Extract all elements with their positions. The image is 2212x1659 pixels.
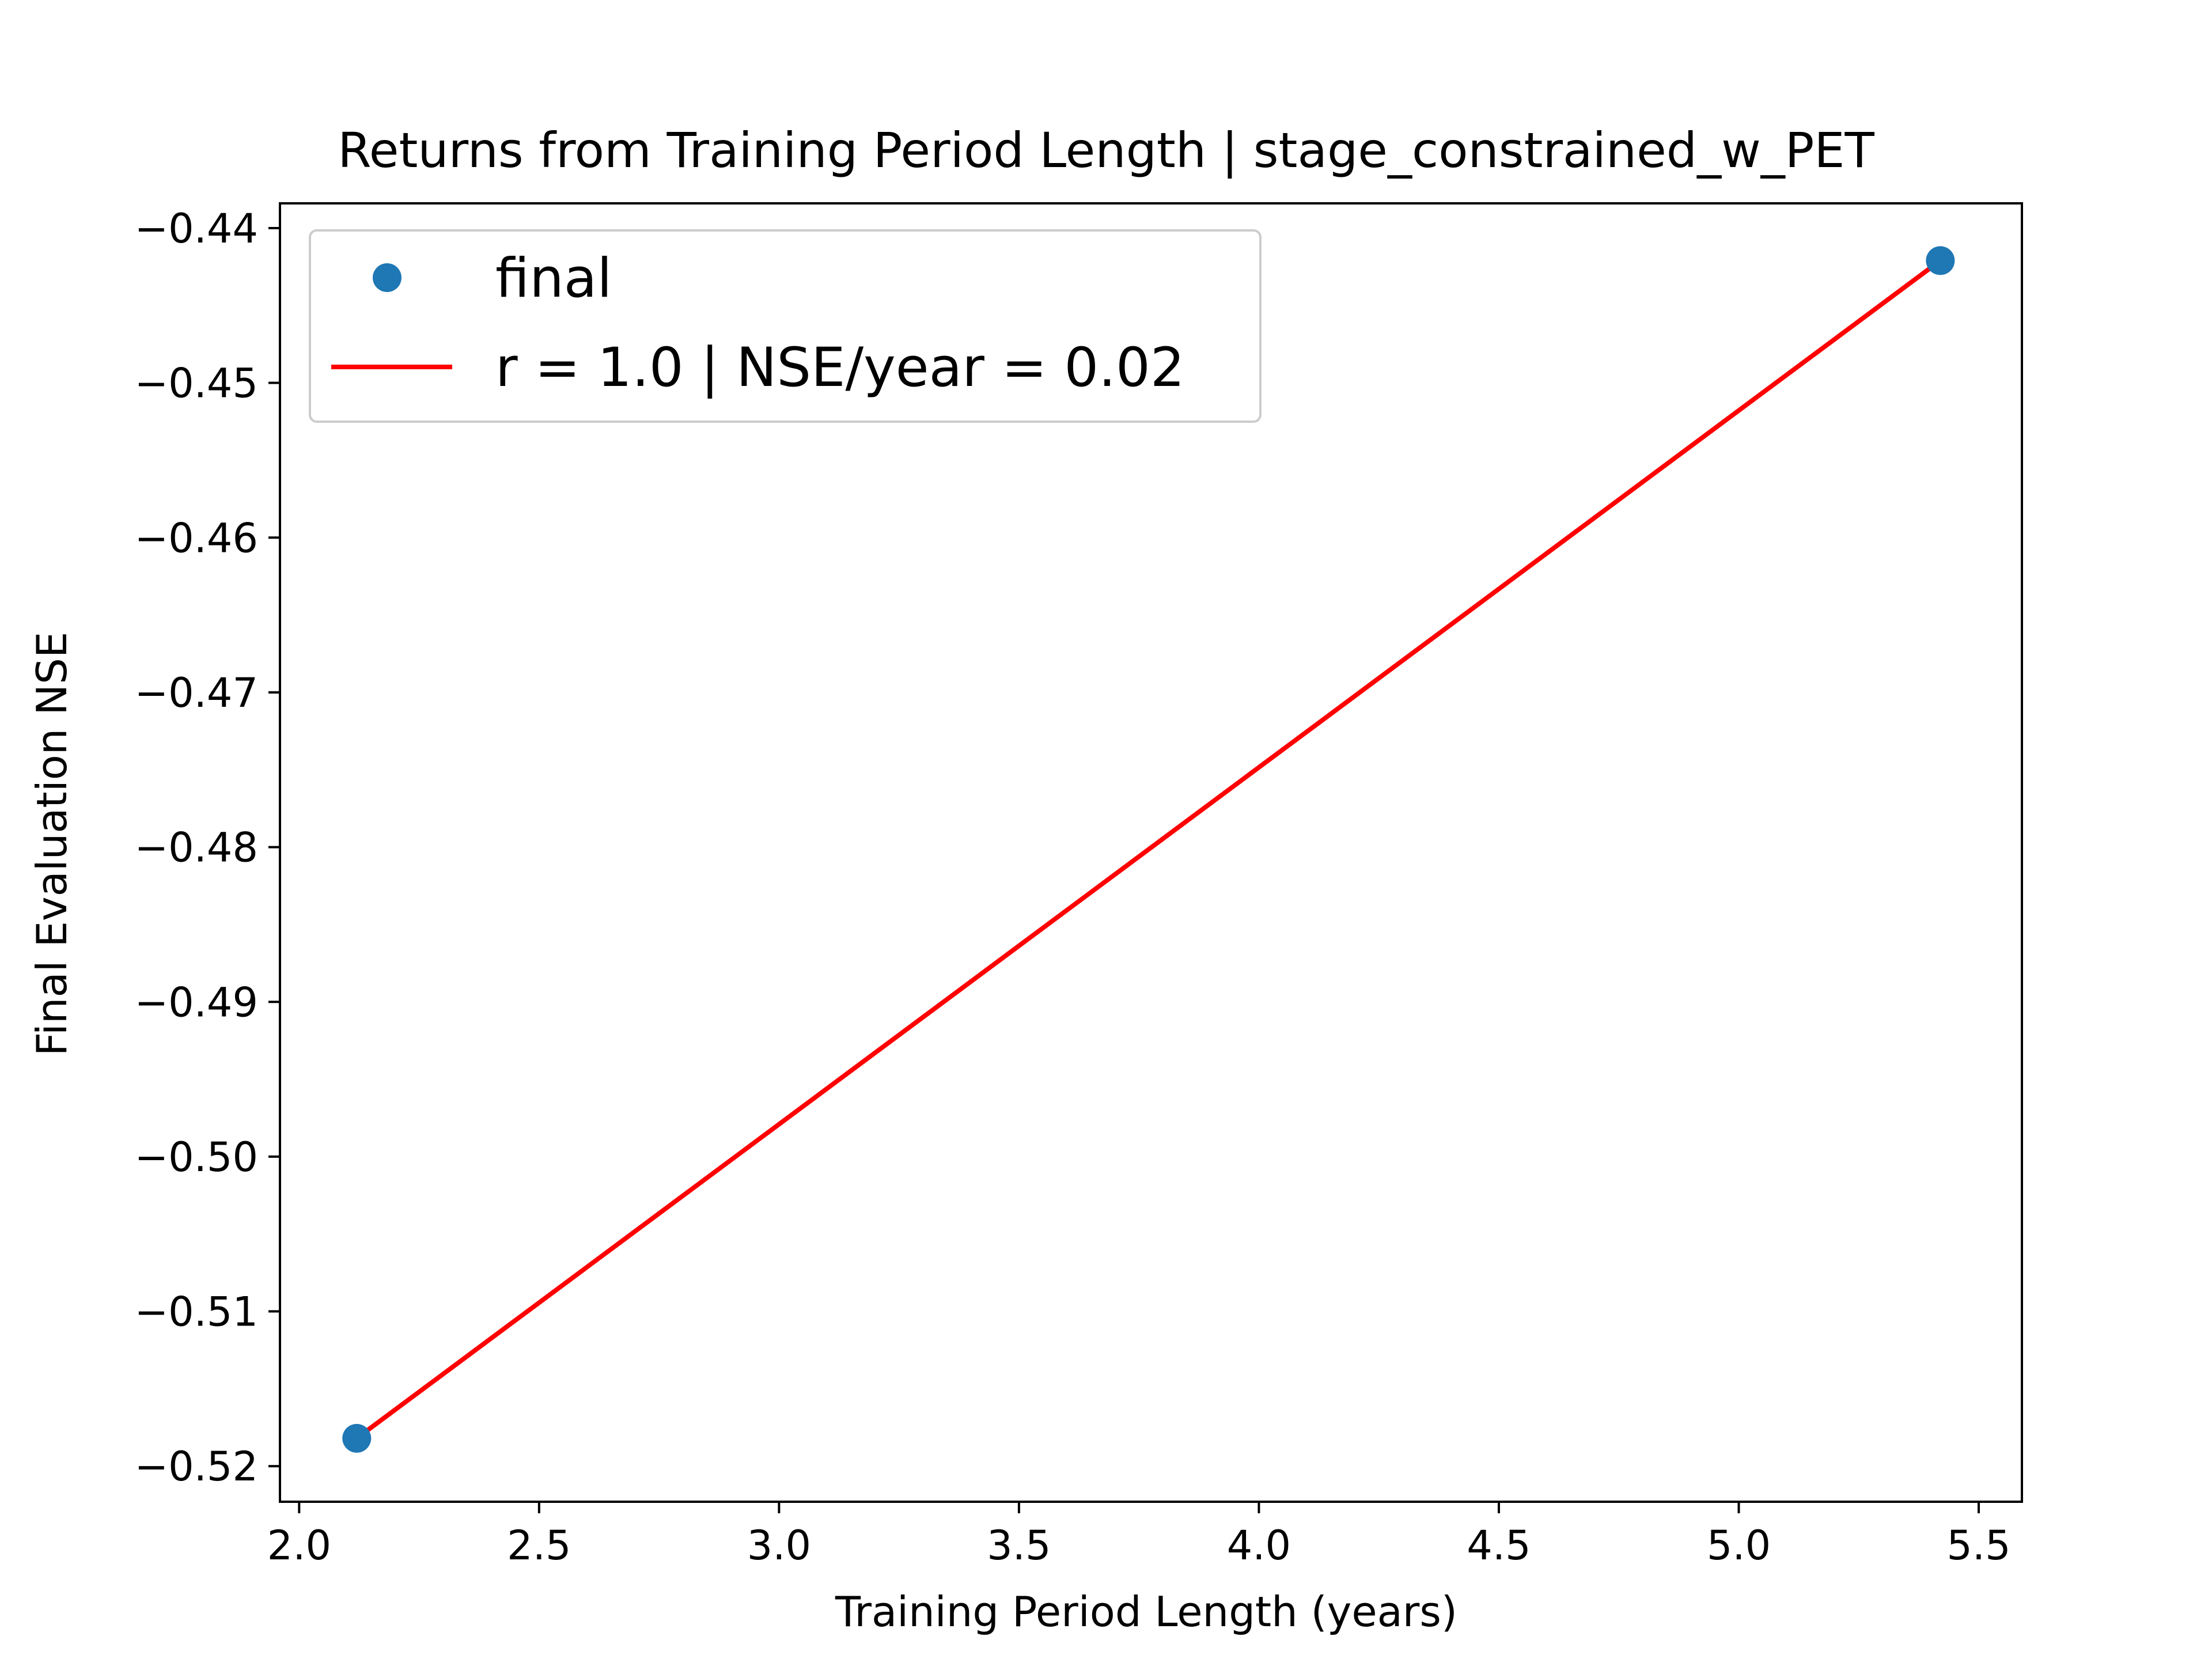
x-tick-label: 5.0 xyxy=(1707,1522,1771,1569)
y-tick-label: −0.50 xyxy=(134,1134,258,1181)
y-tick-label: −0.48 xyxy=(134,824,258,872)
plot-area: 2.0 2.5 3.0 3.5 4.0 4.5 5.0 5.5 −0.44 −0.45 −0.46 −… xyxy=(134,202,2023,1569)
chart-title: Returns from Training Period Length | st… xyxy=(338,122,1874,179)
data-point xyxy=(1926,246,1955,275)
x-axis-label: Training Period Length (years) xyxy=(835,1588,1457,1636)
legend-box xyxy=(309,229,1262,423)
x-tick-label: 5.5 xyxy=(1946,1522,2010,1569)
axes-frame xyxy=(279,202,2023,1503)
legend-label: final xyxy=(495,247,612,310)
y-tick-label: −0.46 xyxy=(134,514,258,562)
x-tick-label: 3.5 xyxy=(987,1522,1051,1569)
y-tick-label: −0.51 xyxy=(134,1289,258,1336)
fit-line xyxy=(353,257,1944,1442)
y-tick-label: −0.45 xyxy=(134,360,258,407)
y-tick-label: −0.52 xyxy=(134,1443,258,1490)
legend: final r = 1.0 | NSE/year = 0.02 xyxy=(309,229,1262,423)
y-tick-label: −0.49 xyxy=(134,979,258,1026)
legend-marker-scatter xyxy=(373,263,402,292)
y-tick-label: −0.47 xyxy=(134,669,258,717)
x-tick-label: 4.5 xyxy=(1467,1522,1531,1569)
x-tick-label: 2.5 xyxy=(507,1522,571,1569)
x-tick-label: 2.0 xyxy=(267,1522,331,1569)
x-tick-label: 3.0 xyxy=(747,1522,811,1569)
y-axis-label: Final Evaluation NSE xyxy=(28,632,76,1056)
x-tick-label: 4.0 xyxy=(1227,1522,1291,1569)
legend-label: r = 1.0 | NSE/year = 0.02 xyxy=(495,336,1185,399)
data-point xyxy=(342,1423,372,1453)
y-tick-label: −0.44 xyxy=(134,205,258,252)
